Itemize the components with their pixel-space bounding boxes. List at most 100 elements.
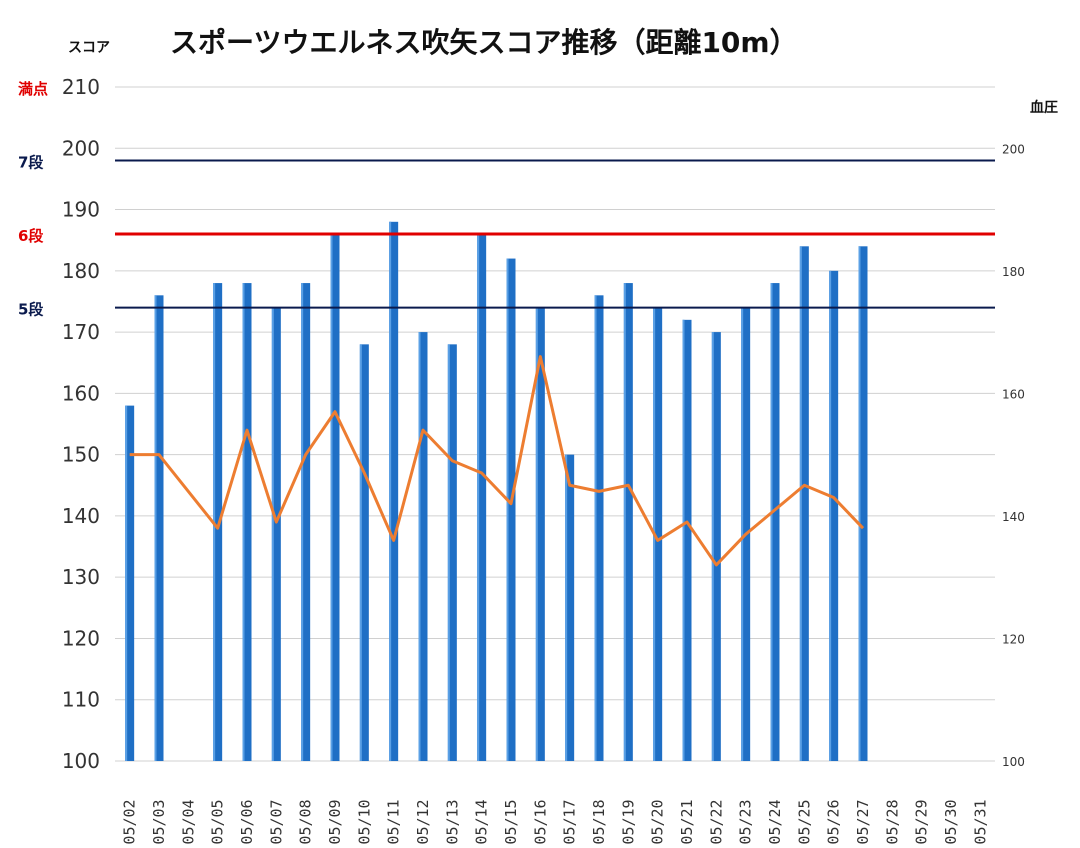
score-bar-highlight — [271, 307, 274, 761]
gridlines — [115, 86, 995, 762]
x-tick-label: 05/31 — [971, 799, 989, 844]
x-tick-label: 05/12 — [414, 799, 432, 844]
score-bar — [565, 454, 575, 761]
x-tick-label: 05/29 — [913, 799, 931, 844]
score-bar-highlight — [770, 283, 773, 761]
score-bar — [535, 307, 545, 761]
y-right-ticks: 100 120 140 160 180 200 — [1002, 142, 1025, 769]
x-tick-label: 05/06 — [238, 799, 256, 844]
y-right-tick-label: 200 — [1002, 142, 1025, 156]
x-tick-label: 05/04 — [179, 799, 197, 844]
score-bar — [447, 344, 457, 761]
y-right-tick-label: 100 — [1002, 755, 1025, 769]
score-bar — [213, 283, 223, 761]
score-bar — [301, 283, 311, 761]
y-left-tick-label: 120 — [62, 626, 100, 650]
y-left-tick-label: 140 — [62, 504, 100, 528]
score-bars — [125, 221, 868, 762]
y-left-ticks: 100 110 120 130 140 150 160 170 180 190 200 210 — [62, 75, 100, 773]
x-tick-label: 05/11 — [385, 799, 403, 844]
y-right-tick-label: 120 — [1002, 632, 1025, 646]
x-tick-label: 05/20 — [649, 799, 667, 844]
score-bar — [623, 283, 633, 761]
x-tick-label: 05/13 — [443, 799, 461, 844]
x-tick-label: 05/21 — [678, 799, 696, 844]
score-bar — [711, 332, 721, 761]
y-left-tick-label: 190 — [62, 198, 100, 222]
score-bar-highlight — [623, 283, 626, 761]
score-bar-highlight — [477, 234, 480, 761]
score-bar — [242, 283, 252, 761]
x-tick-label: 05/02 — [121, 799, 139, 844]
y-right-tick-label: 140 — [1002, 510, 1025, 524]
y-left-tick-label: 130 — [62, 565, 100, 589]
score-bar-highlight — [506, 258, 509, 761]
blood-pressure-polyline — [129, 355, 865, 567]
score-bar — [799, 246, 809, 762]
score-bar-highlight — [125, 405, 128, 761]
score-bar-highlight — [711, 332, 714, 761]
x-tick-label: 05/18 — [590, 799, 608, 844]
y-left-tick-label: 160 — [62, 381, 100, 405]
x-tick-label: 05/08 — [297, 799, 315, 844]
score-bar-highlight — [535, 307, 538, 761]
x-tick-label: 05/24 — [766, 799, 784, 844]
y-right-tick-label: 180 — [1002, 265, 1025, 279]
y-left-axis-label: スコア — [68, 40, 110, 56]
reference-label: 6段 — [18, 227, 43, 245]
score-bar — [418, 332, 428, 761]
score-bar — [506, 258, 516, 761]
score-bar — [330, 234, 340, 761]
score-bar-highlight — [389, 221, 392, 762]
x-tick-label: 05/26 — [825, 799, 843, 844]
chart-title: スポーツウエルネス吹矢スコア推移（距離10m） — [170, 26, 798, 59]
score-bar-highlight — [359, 344, 362, 761]
x-tick-label: 05/16 — [531, 799, 549, 844]
score-bar — [125, 405, 135, 761]
x-tick-label: 05/10 — [355, 799, 373, 844]
x-tick-label: 05/15 — [502, 799, 520, 844]
x-tick-label: 05/30 — [942, 799, 960, 844]
score-bar — [653, 307, 663, 761]
blood-pressure-line — [129, 355, 865, 567]
y-right-tick-label: 160 — [1002, 387, 1025, 401]
score-bar-highlight — [858, 246, 861, 762]
x-ticks: 05/02 05/03 05/04 05/05 05/06 05/07 05/08 05/09… — [121, 799, 990, 844]
score-bar-highlight — [682, 319, 685, 761]
score-bar — [682, 319, 692, 761]
score-bar-highlight — [301, 283, 304, 761]
score-bar-highlight — [565, 454, 568, 761]
score-bar-highlight — [330, 234, 333, 761]
x-tick-label: 05/05 — [209, 799, 227, 844]
x-tick-label: 05/14 — [473, 799, 491, 844]
score-bar-highlight — [829, 270, 832, 761]
x-tick-label: 05/22 — [707, 799, 725, 844]
score-bar — [594, 295, 604, 761]
reference-lines: 満点 7段 6段 5段 — [18, 80, 995, 319]
x-tick-label: 05/17 — [561, 799, 579, 844]
x-tick-label: 05/28 — [883, 799, 901, 844]
score-bar-highlight — [418, 332, 421, 761]
x-tick-label: 05/07 — [267, 799, 285, 844]
y-right-axis-label: 血圧 — [1030, 99, 1058, 116]
y-left-tick-label: 100 — [62, 749, 100, 773]
x-tick-label: 05/03 — [150, 799, 168, 844]
y-left-tick-label: 180 — [62, 259, 100, 283]
y-left-tick-label: 210 — [62, 75, 100, 99]
x-tick-label: 05/09 — [326, 799, 344, 844]
score-bar — [858, 246, 868, 762]
score-bar — [477, 234, 487, 761]
score-bar — [770, 283, 780, 761]
score-bar — [154, 295, 164, 761]
y-left-tick-label: 200 — [62, 136, 100, 160]
score-bar-highlight — [447, 344, 450, 761]
reference-label: 5段 — [18, 301, 43, 319]
x-tick-label: 05/27 — [854, 799, 872, 844]
score-bar-highlight — [154, 295, 157, 761]
y-left-tick-label: 110 — [62, 688, 100, 712]
score-bar — [829, 270, 839, 761]
score-bar — [389, 221, 399, 762]
y-left-tick-label: 150 — [62, 443, 100, 467]
score-bar-highlight — [741, 307, 744, 761]
